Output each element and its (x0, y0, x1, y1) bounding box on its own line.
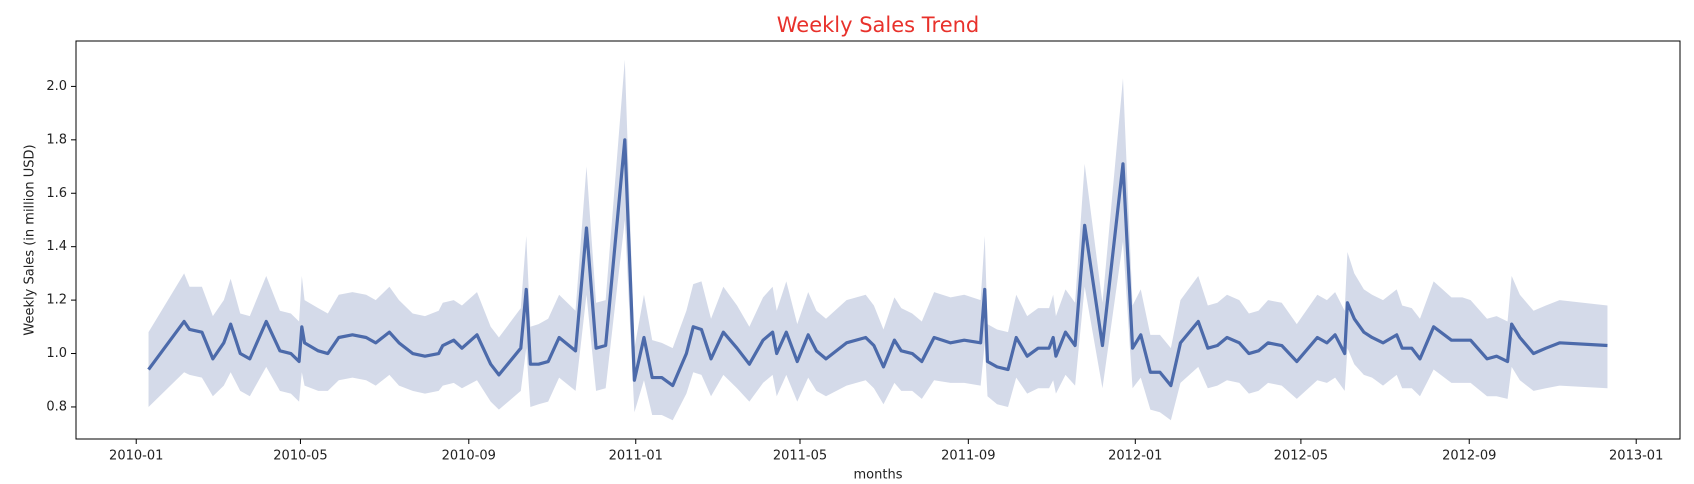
x-tick-label: 2012-09 (1442, 449, 1496, 464)
chart-title: Weekly Sales Trend (777, 13, 980, 37)
x-axis-label: months (854, 468, 903, 483)
plot-frame (75, 40, 1681, 440)
y-tick-label: 1.0 (46, 346, 67, 361)
x-tick-label: 2010-01 (109, 449, 163, 464)
x-tick-label: 2010-09 (442, 449, 496, 464)
x-tick-label: 2011-09 (941, 449, 995, 464)
x-tick-label: 2011-01 (609, 449, 663, 464)
x-tick-label: 2010-05 (273, 449, 327, 464)
confidence-band (148, 59, 1608, 421)
y-tick-label: 0.8 (46, 399, 67, 414)
y-tick-label: 1.4 (46, 239, 67, 254)
y-tick-label: 1.8 (46, 132, 67, 147)
y-tick-label: 1.6 (46, 186, 67, 201)
y-axis-label: Weekly Sales (in million USD) (23, 144, 38, 335)
x-tick-label: 2012-05 (1274, 449, 1328, 464)
y-tick-label: 2.0 (46, 79, 67, 94)
y-tick-label: 1.2 (46, 293, 67, 308)
x-tick-label: 2012-01 (1108, 449, 1162, 464)
x-tick-label: 2013-01 (1609, 449, 1663, 464)
line (147, 138, 1608, 388)
x-tick-label: 2011-05 (773, 449, 827, 464)
